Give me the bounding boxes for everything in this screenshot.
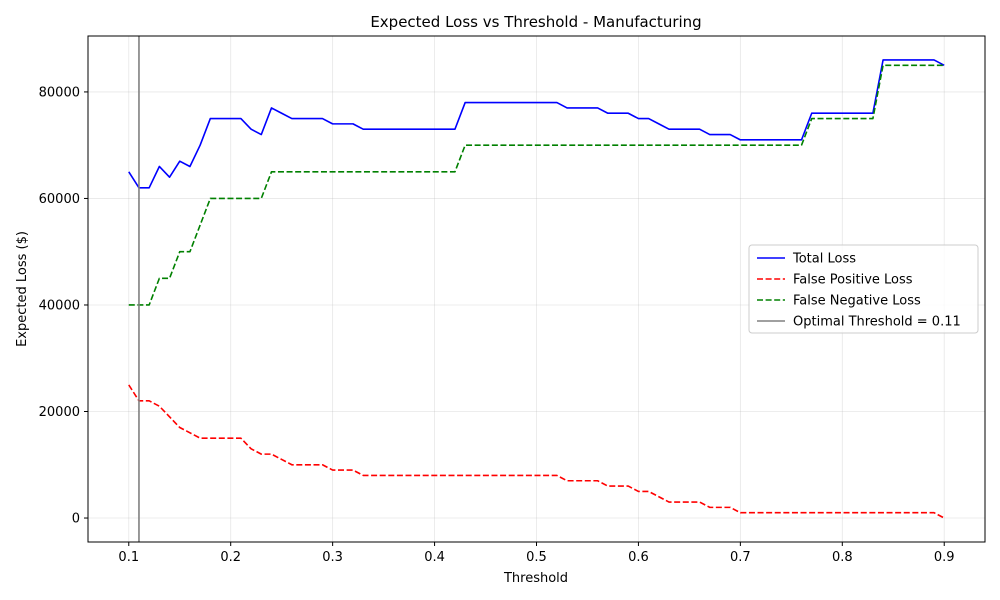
x-tick-label: 0.2 xyxy=(220,550,241,565)
y-tick-label: 80000 xyxy=(39,85,80,100)
y-tick-label: 0 xyxy=(72,512,80,527)
x-tick-label: 0.1 xyxy=(118,550,139,565)
grid-lines xyxy=(88,36,985,542)
legend-label: False Positive Loss xyxy=(793,273,913,288)
series-line-false-negative-loss xyxy=(128,64,945,306)
series-line-total-loss xyxy=(128,59,945,189)
x-tick-label: 0.6 xyxy=(628,550,649,565)
legend-label: False Negative Loss xyxy=(793,294,921,309)
x-tick-label: 0.5 xyxy=(526,550,547,565)
x-axis-title: Threshold xyxy=(503,571,568,586)
legend-box xyxy=(748,244,979,334)
legend: Total Loss False Positive Loss False Negat… xyxy=(748,244,979,334)
axis-ticks: 0.1 0.2 0.3 0.4 0.5 0.6 0.7 0.8 0.9 0 20000 40000 60… xyxy=(39,85,955,565)
y-tick-label: 20000 xyxy=(39,405,80,420)
legend-label: Optimal Threshold = 0.11 xyxy=(793,315,961,330)
y-tick-label: 40000 xyxy=(39,298,80,313)
x-tick-label: 0.9 xyxy=(934,550,955,565)
series-lines xyxy=(128,36,945,542)
y-tick-label: 60000 xyxy=(39,192,80,207)
chart-title: Expected Loss vs Threshold - Manufacturi… xyxy=(370,13,701,31)
legend-label: Total Loss xyxy=(792,252,856,267)
y-axis-title: Expected Loss ($) xyxy=(15,231,30,347)
x-tick-label: 0.4 xyxy=(424,550,445,565)
x-tick-label: 0.7 xyxy=(730,550,751,565)
x-tick-label: 0.8 xyxy=(832,550,853,565)
x-tick-label: 0.3 xyxy=(322,550,343,565)
series-line-false-positive-loss xyxy=(128,384,945,519)
